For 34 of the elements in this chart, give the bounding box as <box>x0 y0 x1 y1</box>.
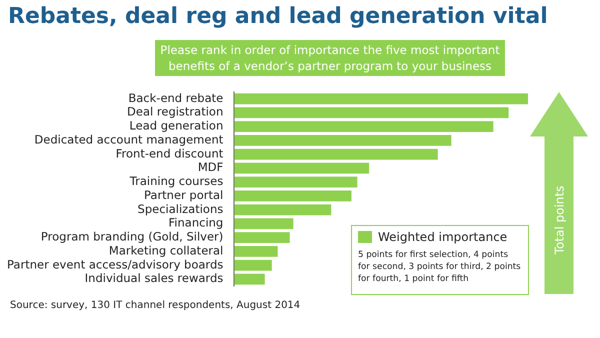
y-tick-label: Front-end discount <box>116 146 224 160</box>
chart-title: Rebates, deal reg and lead generation vital <box>8 4 548 29</box>
bar <box>234 135 452 146</box>
bar <box>234 107 509 118</box>
chart-subtitle: Please rank in order of importance the five most important benefits of a vendor’s partner program to your business <box>155 40 505 76</box>
bar <box>234 246 278 257</box>
source-note: Source: survey, 130 IT channel respondents, August 2014 <box>10 300 300 311</box>
y-tick-label: Lead generation <box>129 118 224 133</box>
text: Total points <box>552 186 566 254</box>
y-tick-label: Financing <box>168 216 224 230</box>
y-tick-label: Partner portal <box>144 188 224 202</box>
legend-label: Weighted importance <box>378 230 508 244</box>
y-tick-label: Deal registration <box>127 104 224 119</box>
bar <box>234 148 438 160</box>
bar <box>234 190 352 202</box>
annotation: 5 points for first selection, 4 points for second, 3 points for third, 2 points for fourth, 1 point for fifth <box>358 249 522 285</box>
y-tick-label: Partner event access/advisory boards <box>7 257 224 272</box>
bar <box>234 93 528 104</box>
bar <box>234 274 265 285</box>
y-tick-label: Marketing collateral <box>108 243 224 258</box>
bar <box>234 121 494 132</box>
bar <box>234 232 290 243</box>
y-tick-label: Program branding (Gold, Silver) <box>40 230 224 244</box>
bar <box>234 218 294 230</box>
y-tick-label: MDF <box>198 160 224 174</box>
bar <box>234 162 370 174</box>
y-tick-label: Individual sales rewards <box>84 271 224 286</box>
bar <box>234 176 358 188</box>
bar <box>234 204 332 216</box>
y-tick-label: Specializations <box>138 202 224 216</box>
bar <box>234 260 272 271</box>
y-tick-label: Back-end rebate <box>128 90 224 105</box>
y-tick-label: Training courses <box>128 174 224 188</box>
y-tick-label: Dedicated account management <box>34 132 224 146</box>
